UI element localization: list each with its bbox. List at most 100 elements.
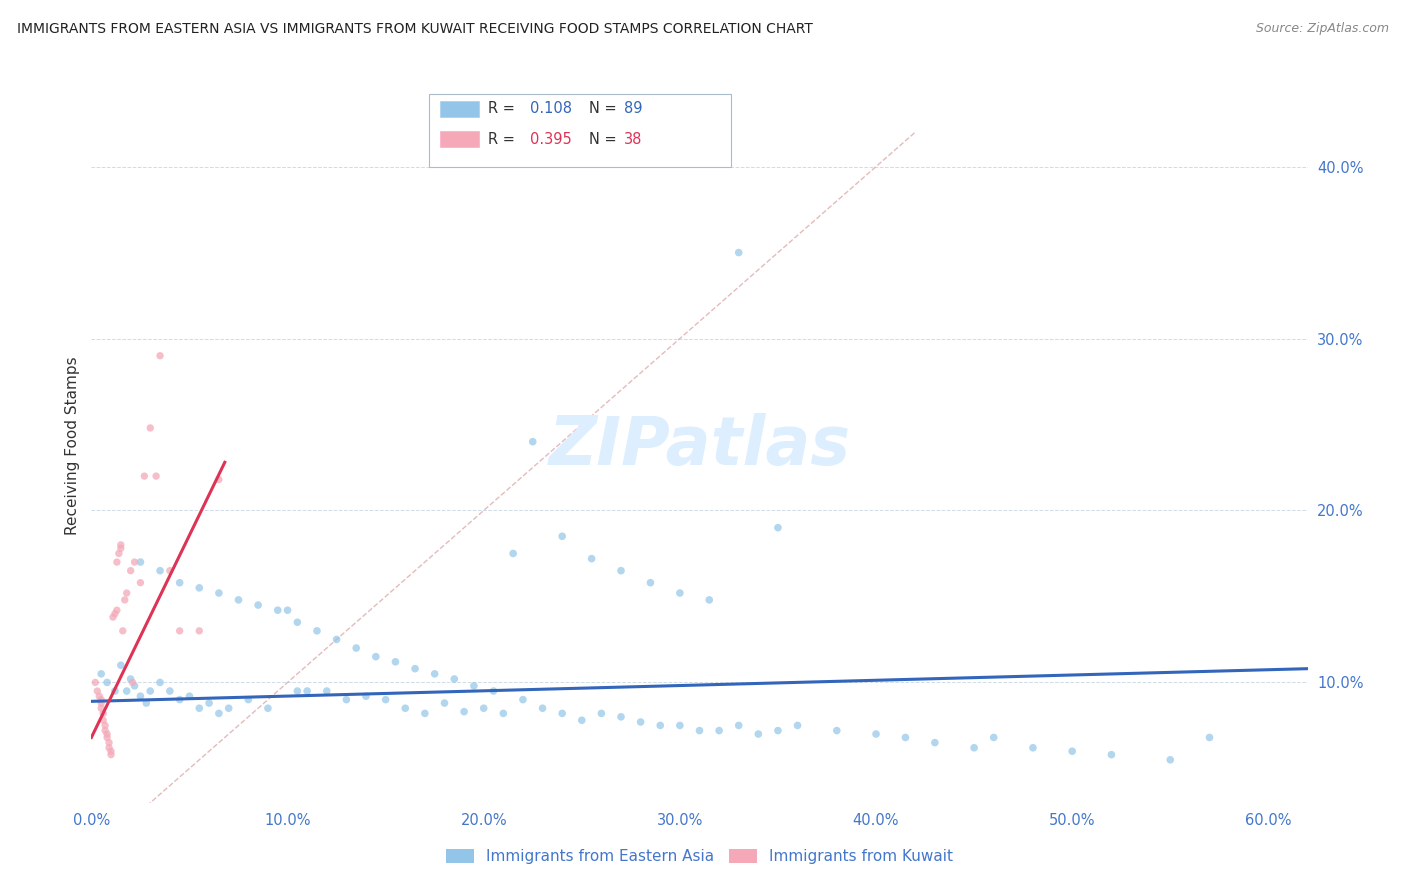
Legend: Immigrants from Eastern Asia, Immigrants from Kuwait: Immigrants from Eastern Asia, Immigrants…: [440, 843, 959, 870]
Point: [110, 658, 132, 673]
Point: [295, 684, 318, 698]
Point: [463, 679, 485, 693]
Point: [766, 521, 789, 535]
Text: N =: N =: [589, 132, 621, 146]
Point: [551, 706, 574, 721]
Point: [208, 586, 231, 600]
Point: [512, 692, 534, 706]
Point: [1198, 731, 1220, 745]
Point: [384, 655, 406, 669]
Point: [149, 349, 172, 363]
Point: [571, 713, 593, 727]
Point: [94, 723, 117, 738]
Point: [394, 701, 416, 715]
Point: [364, 649, 387, 664]
Point: [134, 469, 156, 483]
Point: [502, 546, 524, 560]
Point: [89, 689, 111, 703]
Point: [786, 718, 808, 732]
Point: [129, 575, 152, 590]
Point: [650, 718, 672, 732]
Point: [482, 684, 505, 698]
Point: [149, 675, 172, 690]
Point: [169, 624, 191, 638]
Point: [208, 473, 231, 487]
Point: [315, 684, 337, 698]
Point: [1062, 744, 1084, 758]
Text: IMMIGRANTS FROM EASTERN ASIA VS IMMIGRANTS FROM KUWAIT RECEIVING FOOD STAMPS COR: IMMIGRANTS FROM EASTERN ASIA VS IMMIGRAN…: [17, 22, 813, 37]
Point: [91, 713, 114, 727]
Point: [1099, 747, 1122, 762]
Point: [105, 603, 128, 617]
Text: N =: N =: [589, 102, 621, 116]
Point: [104, 607, 127, 621]
Point: [124, 555, 146, 569]
Point: [145, 469, 167, 483]
Point: [90, 701, 112, 715]
Point: [640, 575, 662, 590]
Point: [707, 723, 730, 738]
Point: [105, 555, 128, 569]
Point: [208, 706, 231, 721]
Point: [96, 675, 118, 690]
Point: [115, 684, 138, 698]
Point: [188, 701, 211, 715]
Point: [924, 736, 946, 750]
Point: [110, 541, 132, 556]
Point: [91, 706, 114, 721]
Text: ZIPatlas: ZIPatlas: [548, 413, 851, 479]
Point: [247, 598, 270, 612]
Point: [413, 706, 436, 721]
Point: [169, 575, 191, 590]
Point: [111, 624, 134, 638]
Point: [669, 718, 692, 732]
Point: [277, 603, 299, 617]
Text: R =: R =: [488, 132, 519, 146]
Point: [121, 675, 143, 690]
Point: [238, 692, 260, 706]
Point: [100, 747, 122, 762]
Point: [1159, 753, 1181, 767]
Text: Source: ZipAtlas.com: Source: ZipAtlas.com: [1256, 22, 1389, 36]
Point: [581, 551, 603, 566]
Text: 38: 38: [624, 132, 643, 146]
Point: [963, 740, 986, 755]
Point: [115, 586, 138, 600]
Point: [747, 727, 769, 741]
Point: [86, 684, 108, 698]
Point: [96, 731, 118, 745]
Point: [610, 564, 633, 578]
Point: [129, 689, 152, 703]
Point: [120, 672, 142, 686]
Point: [159, 684, 181, 698]
Text: 89: 89: [624, 102, 643, 116]
Point: [404, 662, 426, 676]
Point: [983, 731, 1005, 745]
Point: [98, 736, 121, 750]
Point: [325, 632, 347, 647]
Point: [120, 564, 142, 578]
Point: [179, 689, 201, 703]
Point: [90, 692, 112, 706]
Point: [697, 593, 720, 607]
Point: [285, 615, 308, 630]
Point: [124, 679, 146, 693]
Point: [104, 684, 127, 698]
Point: [98, 740, 121, 755]
Point: [84, 675, 107, 690]
Point: [90, 666, 112, 681]
Point: [114, 593, 136, 607]
Point: [139, 421, 162, 435]
Point: [257, 701, 280, 715]
Point: [129, 555, 152, 569]
Point: [443, 672, 465, 686]
Point: [267, 603, 290, 617]
Point: [149, 564, 172, 578]
Text: 0.395: 0.395: [530, 132, 572, 146]
Point: [688, 723, 710, 738]
Point: [727, 245, 749, 260]
Point: [285, 684, 308, 698]
Y-axis label: Receiving Food Stamps: Receiving Food Stamps: [65, 357, 80, 535]
Point: [354, 689, 377, 703]
Point: [522, 434, 544, 449]
